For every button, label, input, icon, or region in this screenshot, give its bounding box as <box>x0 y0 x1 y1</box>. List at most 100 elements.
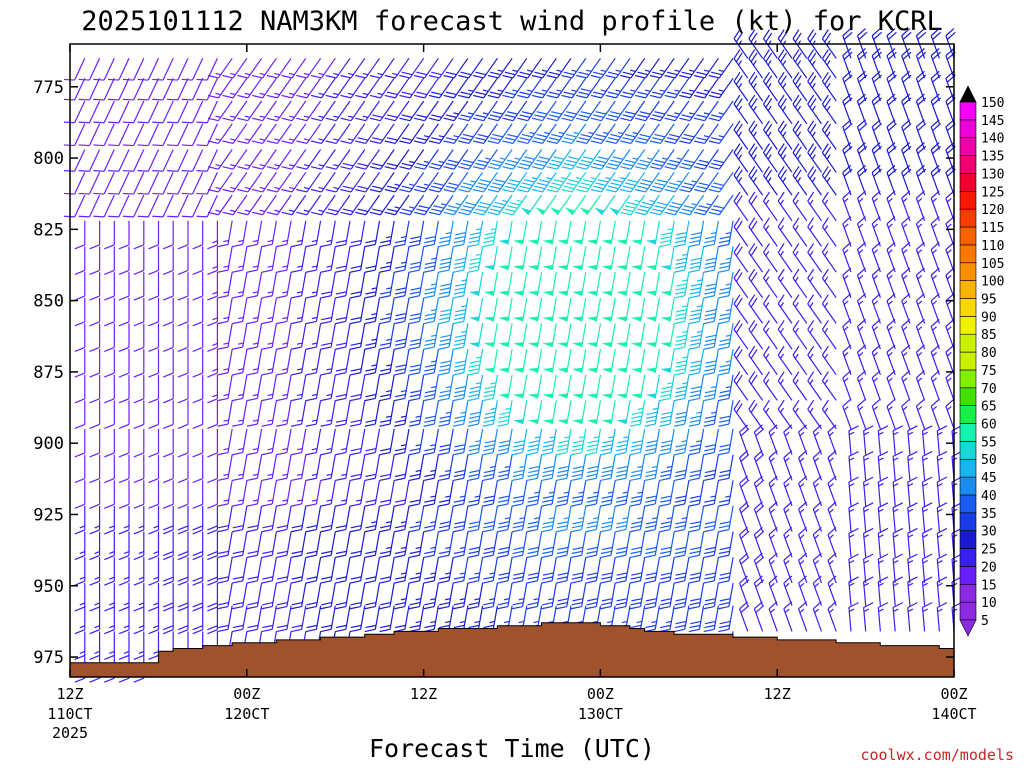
x-tick-label: 00Z <box>233 685 260 703</box>
wind-barb <box>74 272 86 301</box>
wind-barb <box>688 374 705 402</box>
wind-barb <box>807 320 822 350</box>
wind-barb <box>443 123 469 145</box>
wind-barb <box>907 576 918 606</box>
wind-barb <box>355 100 380 122</box>
wind-barb <box>541 557 557 584</box>
wind-barb <box>414 171 439 193</box>
wind-barb <box>305 428 322 456</box>
wind-barb <box>629 531 646 559</box>
wind-barb <box>733 371 749 401</box>
wind-barb <box>694 171 719 193</box>
wind-barb <box>901 119 912 150</box>
wind-barb <box>483 297 498 322</box>
wind-barb <box>364 531 381 559</box>
wind-barb <box>423 297 439 325</box>
wind-barb <box>635 123 660 145</box>
wind-barb <box>305 400 322 427</box>
wind-barb <box>78 77 101 101</box>
colorbar-label: 65 <box>981 400 997 415</box>
wind-barb <box>305 246 322 273</box>
wind-barb <box>703 323 719 350</box>
wind-barb <box>394 348 410 376</box>
wind-barb <box>137 58 160 81</box>
wind-barb <box>438 323 454 350</box>
wind-barb <box>305 531 322 559</box>
wind-barb <box>408 220 425 248</box>
wind-barb <box>305 605 322 633</box>
wind-barb <box>276 374 292 402</box>
wind-barb <box>821 217 837 247</box>
wind-barb <box>821 243 837 273</box>
wind-barb <box>162 454 174 484</box>
wind-barb <box>915 370 926 401</box>
wind-barb <box>708 171 734 193</box>
wind-barb <box>296 149 322 170</box>
wind-barb <box>688 605 705 633</box>
wind-barb <box>104 531 115 561</box>
wind-barb <box>74 297 86 327</box>
wind-barb <box>561 100 587 122</box>
colorbar-label: 150 <box>981 96 1004 111</box>
colorbar-swatch <box>959 351 977 371</box>
wind-barb <box>601 297 616 322</box>
wind-barb <box>892 425 903 455</box>
wind-barb <box>467 428 484 456</box>
wind-barb <box>408 400 425 427</box>
colorbar-swatch <box>959 298 977 317</box>
wind-barb <box>629 428 646 456</box>
wind-barb <box>355 149 380 170</box>
wind-barb <box>217 220 233 248</box>
wind-barb <box>561 57 587 79</box>
wind-barb <box>133 531 145 561</box>
wind-barb <box>718 557 734 584</box>
wind-barb <box>527 374 543 399</box>
wind-barb <box>137 172 160 195</box>
wind-barb <box>644 400 660 427</box>
colorbar-label: 10 <box>981 596 997 611</box>
wind-barb <box>296 100 322 122</box>
colorbar-label: 55 <box>981 435 997 450</box>
wind-barb <box>792 399 808 430</box>
y-axis-ticks: 775 800 825 850 875 900 925 950 975 <box>33 78 954 668</box>
colorbar-label: 40 <box>981 489 997 504</box>
wind-barb <box>222 100 248 122</box>
wind-barb <box>570 531 587 559</box>
wind-barb <box>252 171 277 193</box>
wind-barb <box>78 194 101 218</box>
wind-barb <box>167 100 189 124</box>
wind-barb <box>708 123 734 145</box>
wind-barb <box>531 149 557 170</box>
wind-barb <box>871 119 882 150</box>
wind-barb <box>631 246 646 271</box>
wind-barb <box>305 582 322 610</box>
wind-barb <box>74 480 86 509</box>
wind-barb <box>511 505 528 533</box>
wind-barb <box>118 631 130 660</box>
wind-barb <box>863 425 874 455</box>
wind-barb <box>162 323 174 352</box>
wind-barb <box>207 505 218 535</box>
wind-barb <box>261 505 277 533</box>
wind-barb <box>423 480 439 507</box>
wind-barb <box>616 246 631 271</box>
wind-barb <box>590 57 616 79</box>
wind-barb <box>237 149 263 170</box>
wind-barb <box>892 476 903 506</box>
wind-barb <box>162 505 174 535</box>
wind-barb <box>616 220 631 245</box>
wind-barb <box>93 149 115 172</box>
wind-barb <box>561 171 587 193</box>
wind-barb <box>207 374 218 404</box>
wind-barb <box>74 220 86 250</box>
wind-barb <box>601 220 616 245</box>
credit-link[interactable]: coolwx.com/models <box>860 746 1014 764</box>
colorbar-swatch <box>959 101 977 121</box>
wind-barb <box>290 480 307 507</box>
wind-barb <box>576 123 601 145</box>
wind-barb <box>118 323 130 352</box>
wind-barb <box>600 582 616 610</box>
wind-barb <box>379 582 395 610</box>
wind-barb <box>616 374 631 399</box>
